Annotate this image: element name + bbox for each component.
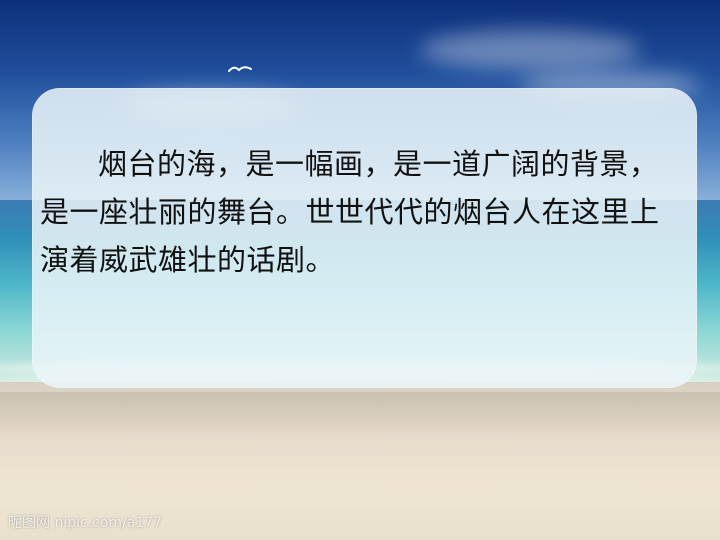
text-panel	[32, 88, 697, 388]
passage-text: 烟台的海，是一幅画，是一道广阔的背景，是一座壮丽的舞台。世世代代的烟台人在这里上…	[40, 147, 660, 277]
sand-shadow	[0, 392, 720, 440]
sand	[0, 382, 720, 540]
cloud	[420, 30, 640, 70]
seagull-icon	[228, 66, 252, 72]
watermark: 昵图网 nipic.com/a177	[8, 515, 163, 531]
